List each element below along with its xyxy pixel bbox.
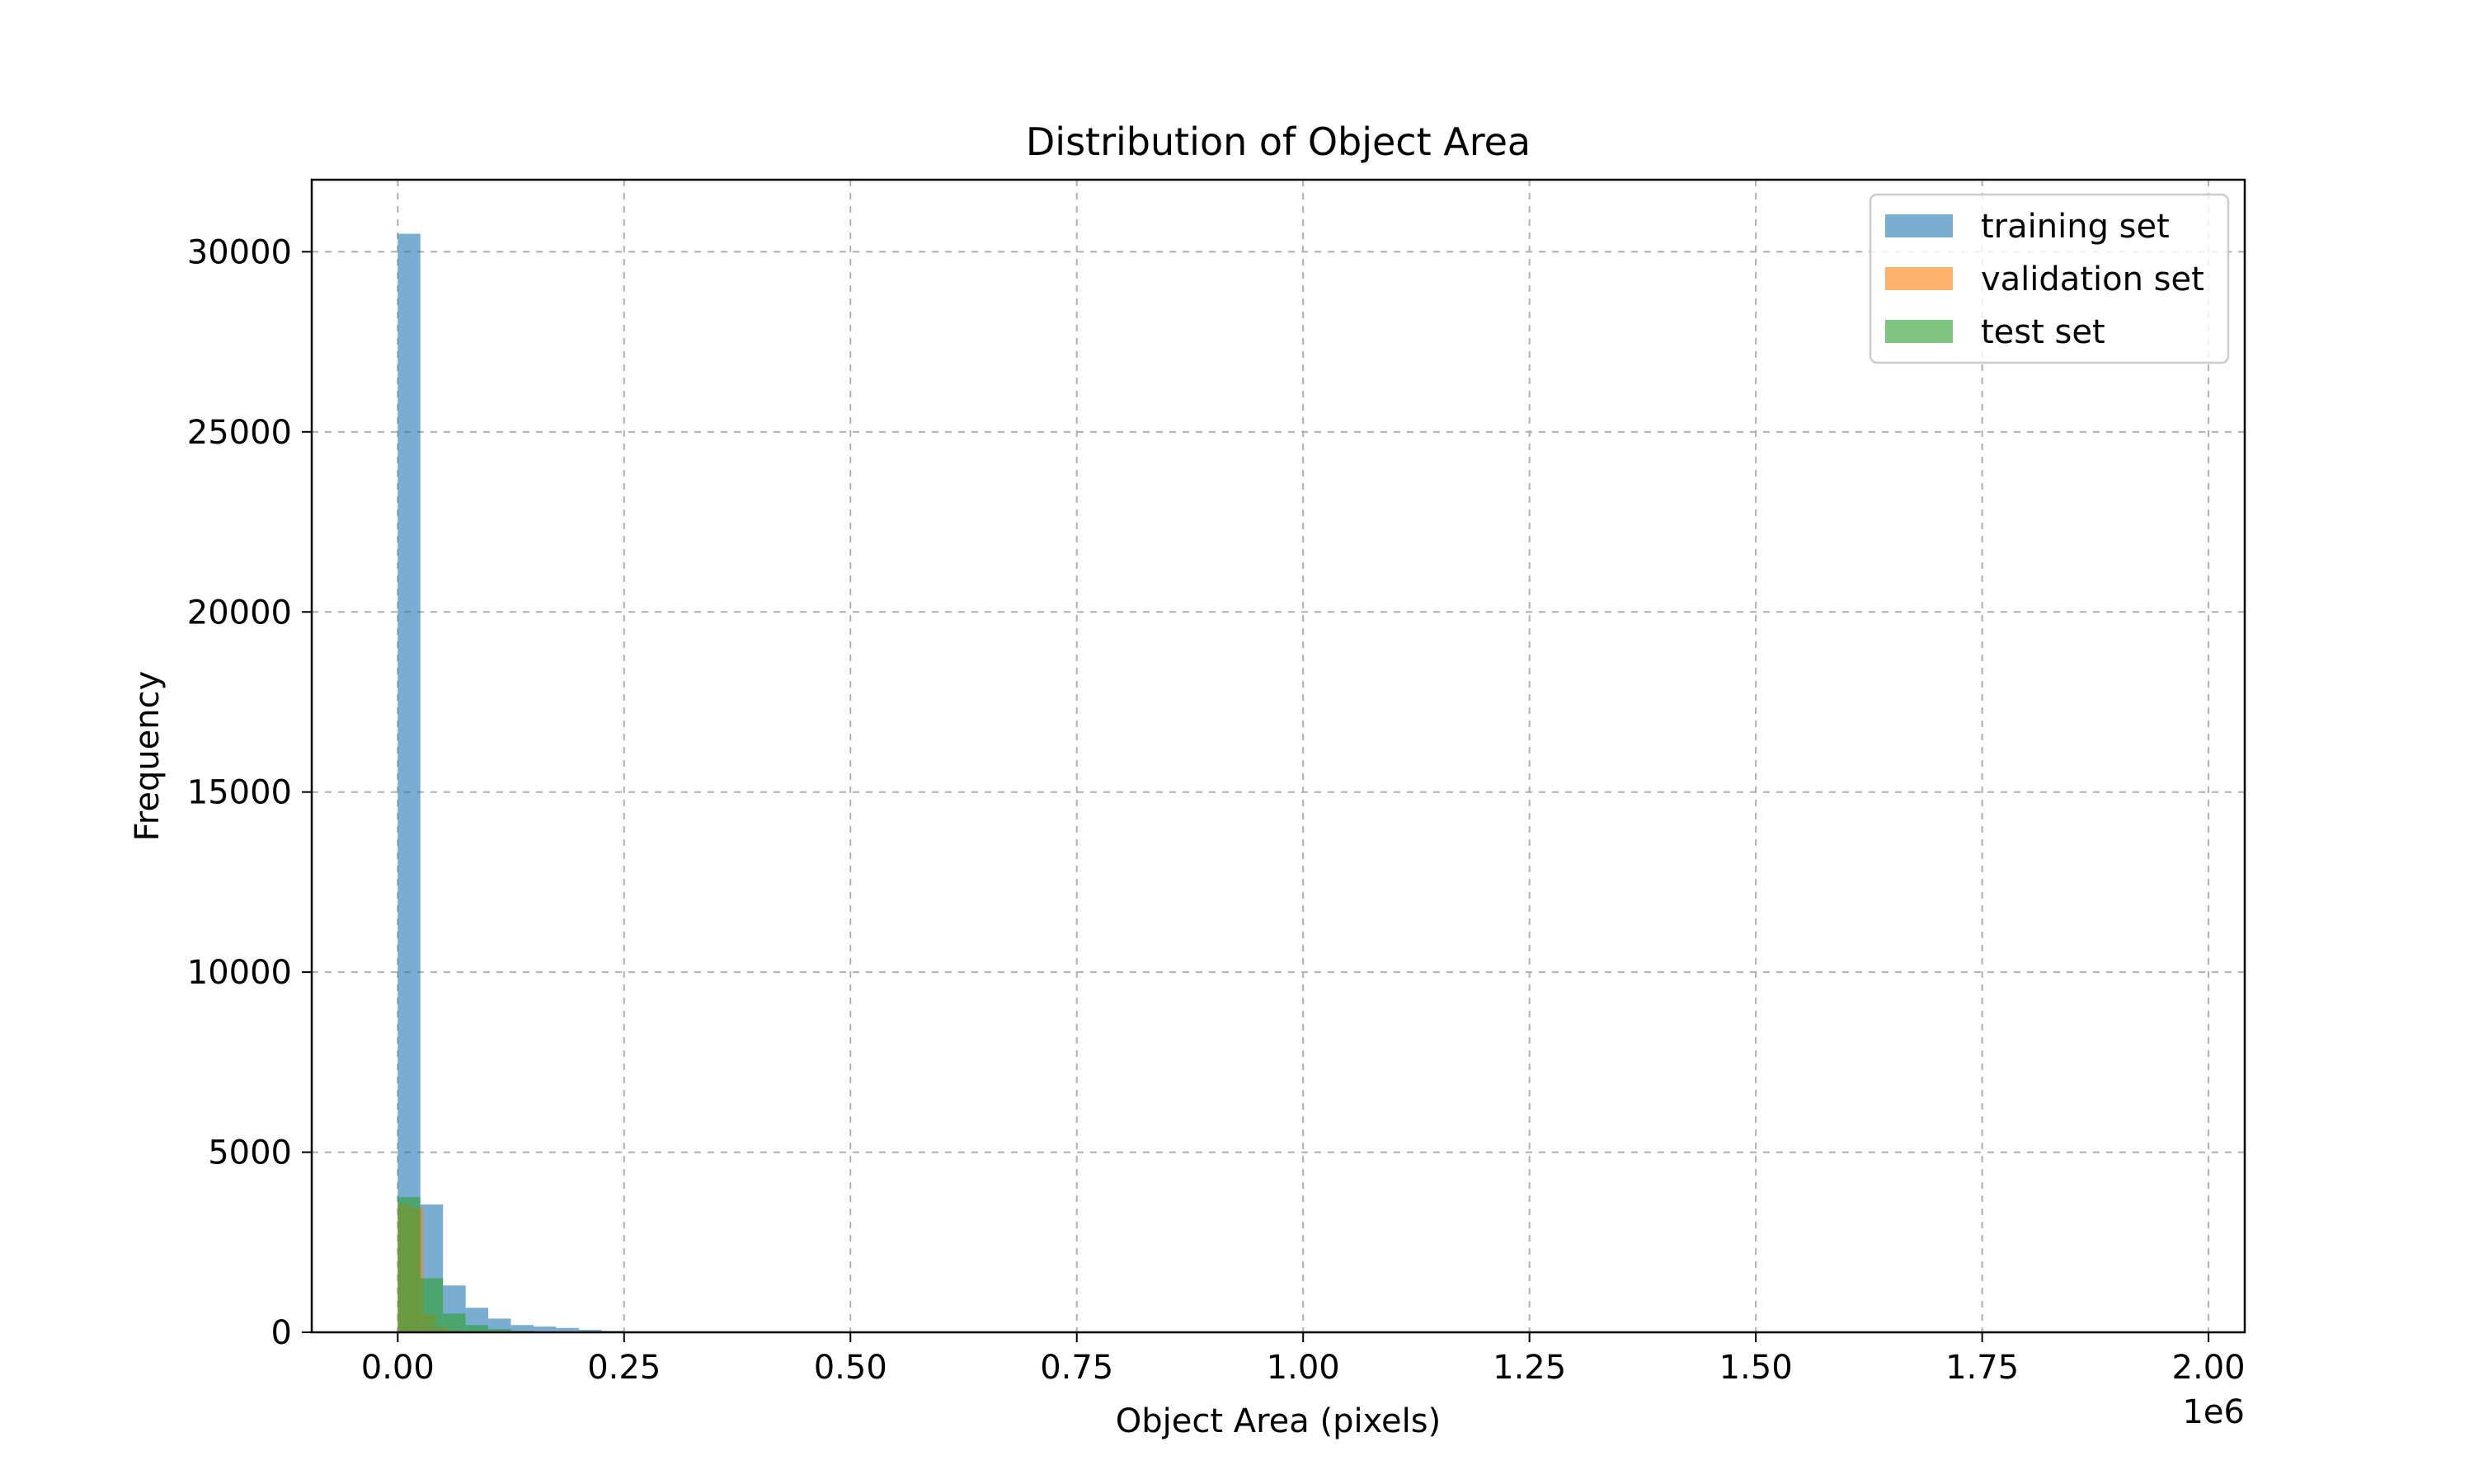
legend-swatch (1885, 214, 1953, 237)
y-tick-label: 5000 (208, 1134, 292, 1172)
x-axis-offset-text: 1e6 (2182, 1393, 2245, 1431)
x-tick-label: 0.00 (361, 1349, 435, 1387)
legend-label: test set (1981, 313, 2105, 351)
histogram-bar (443, 1313, 466, 1332)
x-axis-ticks: 0.00 0.25 0.50 0.75 1.00 1.25 1.50 1.75 2.00 (361, 1332, 2246, 1387)
histogram-bar (397, 1197, 421, 1332)
histogram-bar (420, 1278, 444, 1332)
legend-swatch (1885, 267, 1953, 290)
x-tick-label: 0.75 (1040, 1349, 1113, 1387)
histogram-bar (488, 1329, 511, 1332)
x-tick-label: 0.25 (587, 1349, 661, 1387)
series-test-set (397, 1197, 579, 1332)
x-tick-label: 1.00 (1267, 1349, 1340, 1387)
y-axis-ticks: 0 5000 10000 15000 20000 25000 30000 (187, 233, 312, 1352)
legend: training set validation set test set (1869, 193, 2230, 364)
legend-swatch (1885, 320, 1953, 343)
legend-label: training set (1981, 208, 2170, 246)
y-tick-label: 30000 (187, 233, 292, 271)
y-tick-label: 10000 (187, 954, 292, 992)
histogram-bar (578, 1329, 602, 1332)
legend-label: validation set (1981, 261, 2204, 298)
y-tick-label: 25000 (187, 414, 292, 452)
histogram-bar (488, 1318, 511, 1332)
x-tick-label: 0.50 (814, 1349, 887, 1387)
histogram-bar (510, 1325, 534, 1332)
y-axis-label: Frequency (129, 671, 167, 842)
plot-frame (310, 178, 2246, 1334)
y-tick-label: 15000 (187, 774, 292, 812)
histogram-bar (397, 233, 421, 1332)
legend-frame (1869, 193, 2230, 364)
histogram-bar (465, 1325, 489, 1332)
histogram-bars (397, 233, 715, 1332)
histogram-bar (556, 1327, 579, 1332)
y-tick-label: 20000 (187, 594, 292, 632)
x-tick-label: 1.25 (1493, 1349, 1566, 1387)
y-tick-label: 0 (271, 1314, 292, 1352)
chart-title: Distribution of Object Area (1026, 120, 1531, 164)
x-tick-label: 1.75 (1945, 1349, 2019, 1387)
x-tick-label: 2.00 (2172, 1349, 2246, 1387)
x-axis-label: Object Area (pixels) (1116, 1402, 1441, 1440)
x-tick-label: 1.50 (1719, 1349, 1793, 1387)
histogram-bar (533, 1327, 557, 1332)
